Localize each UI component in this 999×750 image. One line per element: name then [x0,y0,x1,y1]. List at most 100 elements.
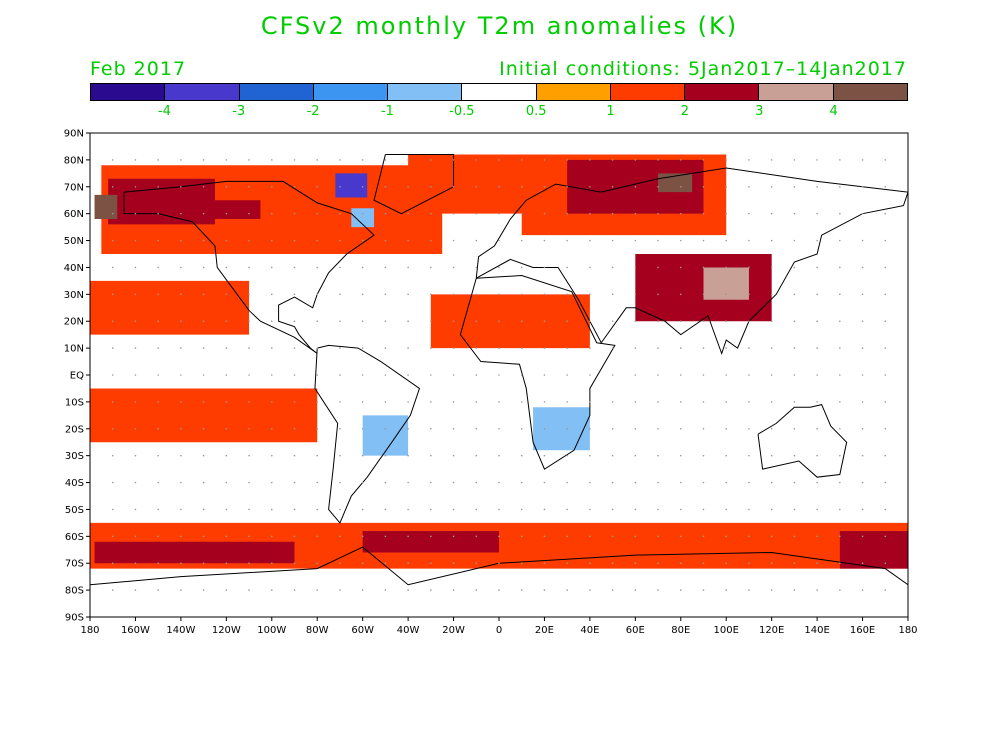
grid-dot [225,562,228,565]
grid-dot [225,159,228,161]
grid-dot [452,535,455,538]
grid-dot [293,454,296,457]
grid-dot [839,374,841,376]
grid-dot [884,293,887,296]
grid-dot [430,589,432,591]
grid-dot [498,427,500,430]
grid-dot [134,320,137,323]
grid-dot [589,347,591,349]
lon-label: 100E [714,625,739,636]
grid-dot [816,212,818,215]
grid-dot [611,185,614,188]
lon-label: 180 [80,625,99,636]
grid-dot [134,427,137,430]
grid-dot [111,185,114,188]
grid-dot [384,427,387,430]
grid-dot [520,535,523,538]
grid-dot [589,212,591,215]
grid-dot [543,159,546,161]
grid-dot [657,293,659,296]
grid-dot [589,185,591,188]
grid-dot [293,374,296,376]
grid-dot [248,562,250,565]
grid-dot [702,239,705,242]
grid-dot [634,347,637,349]
lat-label: 20N [64,317,84,328]
lon-label: 80E [671,625,690,636]
lat-label: 90S [65,613,84,624]
grid-dot [634,320,637,323]
grid-dot [861,401,864,403]
grid-dot [702,481,705,484]
grid-dot [202,212,205,215]
grid-dot [225,401,228,403]
grid-dot [702,589,705,591]
grid-dot [316,481,319,484]
grid-dot [202,320,205,323]
grid-dot [430,320,432,323]
grid-dot [407,481,409,484]
grid-dot [679,185,682,188]
grid-dot [702,562,705,565]
grid-dot [884,347,887,349]
grid-dot [202,293,205,296]
grid-dot [316,266,319,269]
grid-dot [361,293,364,296]
legend-swatch [239,84,314,100]
grid-dot [293,481,296,484]
grid-dot [339,159,341,161]
lat-label: 50S [65,505,84,516]
grid-dot [407,159,409,161]
anomaly-fills [90,154,908,569]
grid-dot [270,293,273,296]
grid-dot [884,589,887,591]
grid-dot [452,239,455,242]
grid-dot [270,454,273,457]
grid-dot [861,562,864,565]
grid-dot [180,427,182,430]
grid-dot [157,320,159,323]
grid-dot [475,481,478,484]
grid-dot [634,266,637,269]
lon-label: 80W [306,625,329,636]
anomaly-region [601,415,670,451]
grid-dot [861,535,864,538]
forecast-month: Feb 2017 [90,58,187,80]
grid-dot [679,347,682,349]
grid-dot [407,347,409,349]
grid-dot [657,212,659,215]
grid-dot [839,293,841,296]
grid-dot [361,374,364,376]
grid-dot [634,589,637,591]
grid-dot [611,159,614,161]
grid-dot [770,239,773,242]
grid-dot [225,589,228,591]
grid-dot [134,454,137,457]
lat-label: 80S [65,586,84,597]
grid-dot [816,535,818,538]
grid-dot [611,481,614,484]
legend-swatch [833,84,907,100]
grid-dot [679,320,682,323]
grid-dot [361,454,364,457]
grid-dot [111,508,114,511]
grid-dot [634,481,637,484]
grid-dot [339,562,341,565]
grid-dot [589,481,591,484]
grid-dot [611,562,614,565]
grid-dot [816,347,818,349]
grid-dot [520,454,523,457]
grid-dot [316,347,319,349]
grid-dot [679,212,682,215]
grid-dot [293,589,296,591]
grid-dot [679,374,682,376]
grid-dot [520,401,523,403]
grid-dot [679,589,682,591]
grid-dot [316,535,319,538]
grid-dot [316,508,319,511]
grid-dot [816,293,818,296]
grid-dot [702,454,705,457]
grid-dot [157,293,159,296]
grid-dot [611,266,614,269]
grid-dot [611,427,614,430]
